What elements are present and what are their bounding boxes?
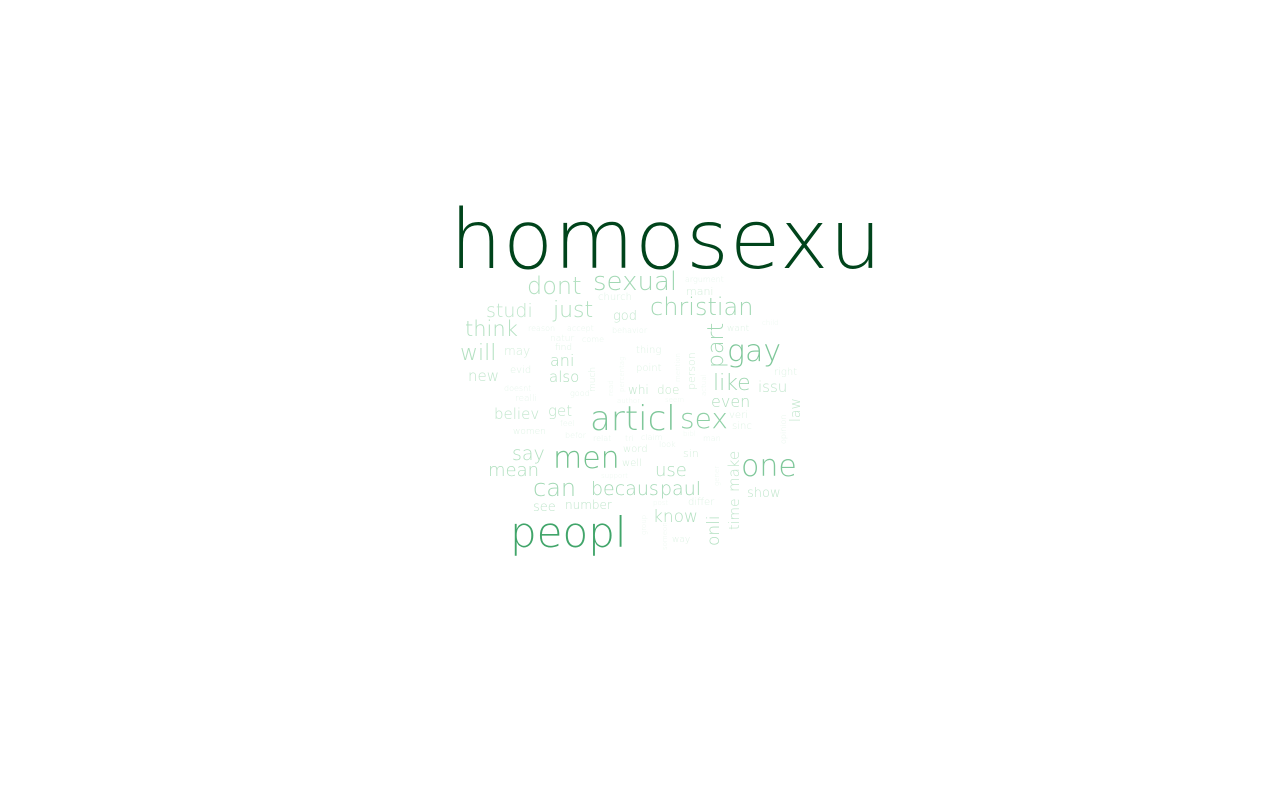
- word-think: think: [465, 317, 518, 341]
- word-women: women: [513, 427, 546, 437]
- word-new: new: [468, 367, 499, 385]
- word-believ: believ: [494, 405, 539, 423]
- word-will: will: [460, 341, 496, 366]
- word-onli: onli: [704, 515, 724, 546]
- word-peopl: peopl: [510, 508, 627, 557]
- word-much: much: [588, 367, 598, 392]
- word-argument: argument: [685, 275, 724, 284]
- word-get: get: [548, 402, 572, 420]
- word-word: word: [623, 444, 648, 455]
- word-make: make: [725, 451, 743, 492]
- word-one: one: [741, 449, 797, 484]
- word-right: right: [774, 367, 797, 378]
- word-find: find: [555, 343, 572, 353]
- word-also: also: [549, 368, 579, 386]
- word-men: men: [553, 441, 620, 476]
- word-paul: paul: [660, 478, 701, 500]
- word-well: well: [622, 458, 642, 469]
- word-child: child: [762, 319, 779, 327]
- word-differ: differ: [688, 497, 715, 508]
- word-dont: dont: [527, 272, 582, 300]
- word-evid: evid: [510, 365, 531, 376]
- word-befor: befor: [565, 431, 587, 440]
- word-gay: gay: [727, 334, 781, 369]
- word-doesnt: doesnt: [504, 384, 531, 393]
- word-sexual: sexual: [593, 267, 677, 297]
- word-issu: issu: [758, 378, 787, 396]
- word-sex: sex: [680, 402, 728, 435]
- word-come: come: [582, 335, 604, 344]
- word-sin: sin: [683, 447, 699, 460]
- word-studi: studi: [486, 300, 533, 322]
- word-opinion: opinion: [779, 415, 788, 444]
- word-homosexu: homosexu: [450, 193, 882, 288]
- word-read: read: [607, 380, 615, 396]
- word-point: point: [636, 363, 662, 374]
- word-use: use: [655, 460, 687, 481]
- word-way: way: [672, 535, 690, 545]
- word-show: show: [747, 486, 781, 501]
- word-realli: realli: [515, 394, 537, 404]
- word-behavior: behavior: [612, 326, 648, 335]
- word-mean: mean: [488, 460, 539, 481]
- word-know: know: [653, 507, 698, 527]
- word-someon: someon: [661, 522, 669, 550]
- word-sinc: sinc: [732, 421, 752, 432]
- word-ani: ani: [550, 351, 574, 370]
- word-accept: accept: [567, 324, 594, 333]
- word-person: person: [685, 352, 698, 390]
- word-articl: articl: [590, 399, 676, 439]
- word-percentag: percentag: [618, 357, 626, 392]
- word-support: support: [601, 472, 628, 480]
- word-veri: veri: [729, 410, 748, 421]
- word-christian: christian: [650, 293, 753, 321]
- word-god: god: [613, 309, 637, 324]
- word-mani: mani: [686, 285, 713, 298]
- word-claim: claim: [641, 433, 663, 442]
- word-just: just: [552, 298, 593, 323]
- word-whi: whi: [628, 383, 649, 397]
- word-thing: thing: [636, 345, 661, 356]
- word-reason: reason: [528, 324, 555, 333]
- word-law: law: [788, 398, 804, 422]
- word-may: may: [504, 344, 530, 358]
- word-author: author: [617, 397, 640, 405]
- word-number: number: [565, 498, 612, 512]
- word-mention: mention: [674, 353, 682, 382]
- word-gener: gener: [713, 466, 721, 486]
- word-church: church: [598, 292, 632, 303]
- word-see: see: [533, 500, 556, 515]
- word-seem: seem: [665, 396, 684, 404]
- word-tri: tri: [625, 434, 634, 443]
- word-say: say: [512, 443, 545, 465]
- word-time: time: [727, 498, 743, 530]
- word-doe: doe: [657, 383, 679, 397]
- word-good: good: [570, 389, 590, 398]
- word-actual: actual: [700, 374, 708, 396]
- word-becaus: becaus: [591, 478, 659, 500]
- word-relat: relat: [593, 434, 611, 443]
- word-natur: natur: [550, 334, 574, 344]
- word-look: look: [659, 440, 676, 449]
- word-bibl: bibl: [683, 430, 696, 438]
- word-even: even: [711, 392, 750, 411]
- word-man: man: [703, 434, 721, 443]
- word-feel: feel: [560, 419, 575, 428]
- word-post: post: [653, 499, 668, 507]
- word-want: want: [727, 324, 750, 334]
- word-like: like: [713, 371, 751, 396]
- word-part: part: [704, 323, 729, 368]
- word-can: can: [533, 474, 576, 502]
- word-group: group: [640, 515, 648, 535]
